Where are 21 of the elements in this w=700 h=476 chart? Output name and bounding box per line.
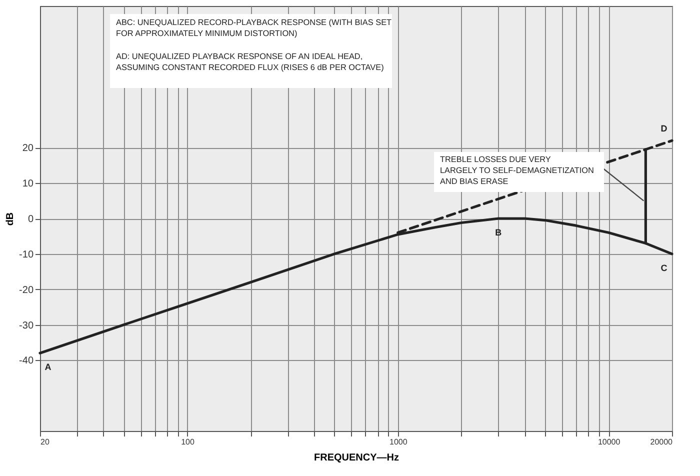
y-tick-label: -30 xyxy=(19,320,34,332)
y-tick-label: -10 xyxy=(19,249,34,260)
y-tick-label: 0 xyxy=(28,214,34,225)
y-axis-title: dB xyxy=(5,212,16,226)
annotation: B xyxy=(495,228,502,238)
x-tick-label: 20000 xyxy=(650,438,674,446)
annotation: ABC: UNEQUALIZED RECORD-PLAYBACK RESPONSE (WITH BIAS SET FOR APPROXIMATELY MINIMUM DISTORTION) xyxy=(116,18,392,38)
y-tick-label: -20 xyxy=(19,284,34,296)
annotation: C xyxy=(660,262,668,273)
x-axis-title: FREQUENCY—Hz xyxy=(314,452,400,464)
annotation: AD: UNEQUALIZED PLAYBACK RESPONSE OF AN IDEAL HEAD, ASSUMING CONSTANT RECORDED FLUX (RISES 6 dB PER OCTAVE) xyxy=(116,52,384,72)
annotation: TREBLE LOSSES DUE VERY LARGELY TO SELF-DEMAGNETIZATION AND BIAS ERASE xyxy=(440,155,594,186)
x-tick-label: 100 xyxy=(181,438,195,446)
x-tick-label: 10000 xyxy=(598,438,621,446)
y-tick-label: 20 xyxy=(22,143,34,154)
x-tick-label: 1000 xyxy=(390,438,408,446)
x-tick-label: 20 xyxy=(40,438,50,446)
annotation: A xyxy=(44,362,52,372)
y-tick-label: -40 xyxy=(19,356,34,367)
annotation: D xyxy=(660,124,668,134)
y-tick-label: 10 xyxy=(22,178,34,190)
